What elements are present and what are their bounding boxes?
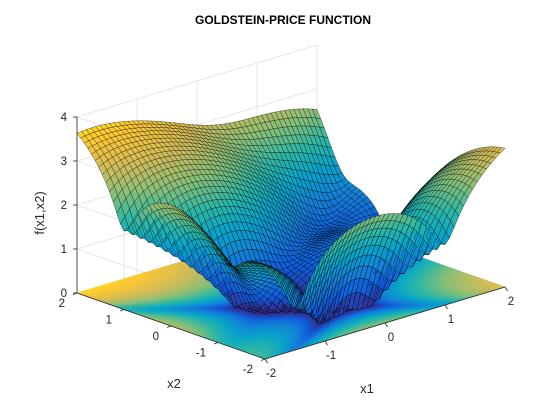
- surface-mesh: [76, 108, 506, 325]
- back-wall-grid-horizontal: [76, 44, 318, 118]
